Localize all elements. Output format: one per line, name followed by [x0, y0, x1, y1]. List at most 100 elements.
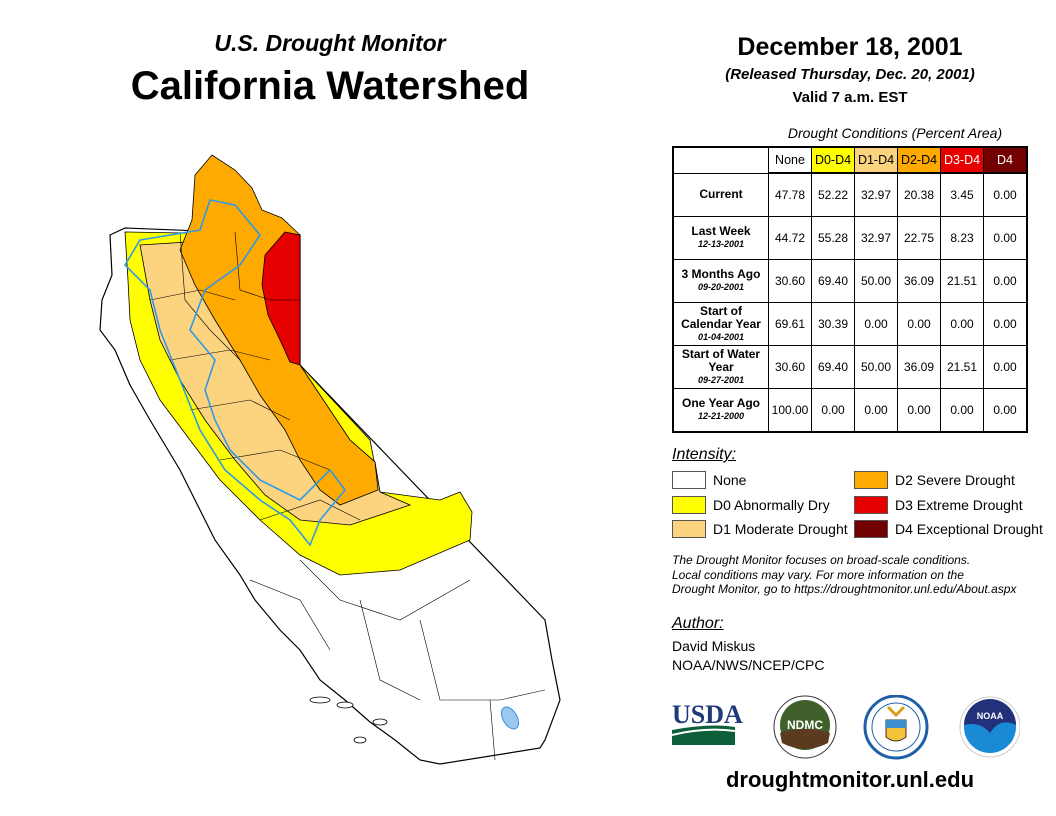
value-cell: 0.00	[983, 216, 1028, 260]
legend-item: D1 Moderate Drought	[672, 520, 848, 538]
row-date: 12-21-2000	[697, 411, 745, 421]
row-label-text: Last Week	[691, 224, 751, 238]
release-date: (Released Thursday, Dec. 20, 2001)	[725, 66, 975, 83]
note-line: The Drought Monitor focuses on broad-sca…	[672, 553, 971, 567]
row-label-text: Current	[699, 187, 743, 202]
value-cell: 0.00	[940, 388, 984, 433]
author-org: NOAA/NWS/NCEP/CPC	[672, 657, 825, 673]
value-cell: 30.39	[811, 302, 855, 346]
legend-label: D3 Extreme Drought	[895, 497, 1023, 513]
table-row: Start of Calendar Year 01-04-2001 69.61 30.…	[672, 302, 1028, 346]
svg-text:NOAA: NOAA	[977, 711, 1004, 721]
col-header: None	[768, 146, 812, 174]
row-label-text: One Year Ago	[681, 396, 761, 410]
agency-logos: USDA NDMC NOAA	[671, 695, 1020, 760]
col-header: D1-D4	[854, 146, 898, 174]
value-cell: 69.61	[768, 302, 812, 346]
value-cell: 30.60	[768, 259, 812, 303]
value-cell: 21.51	[940, 259, 984, 303]
legend-item: D3 Extreme Drought	[854, 496, 1023, 514]
row-date: 09-20-2001	[697, 282, 745, 292]
drought-conditions-table: None D0-D4 D1-D4 D2-D4 D3-D4 D4 Current 4…	[672, 146, 1028, 433]
legend-label: D4 Exceptional Drought	[895, 521, 1043, 537]
legend-item: D2 Severe Drought	[854, 471, 1015, 489]
commerce-seal-icon	[863, 695, 929, 760]
col-header: D2-D4	[897, 146, 941, 174]
map-subtitle: U.S. Drought Monitor	[214, 30, 446, 56]
valid-time: Valid 7 a.m. EST	[792, 89, 908, 106]
row-label: Start of Water Year 09-27-2001	[672, 345, 769, 389]
row-label: Current	[672, 172, 769, 217]
row-label: 3 Months Ago 09-20-2001	[672, 259, 769, 303]
value-cell: 69.40	[811, 345, 855, 389]
row-label: One Year Ago 12-21-2000	[672, 388, 769, 433]
map-title: California Watershed	[130, 64, 530, 108]
author-label: Author:	[672, 615, 724, 632]
col-header: D4	[983, 146, 1028, 174]
value-cell: 0.00	[854, 388, 898, 433]
legend-item: D0 Abnormally Dry	[672, 496, 830, 514]
noaa-logo-icon: NOAA	[959, 696, 1020, 758]
table-row: Start of Water Year 09-27-2001 30.60 69.40 5…	[672, 345, 1028, 389]
table-row: Last Week 12-13-2001 44.72 55.28 32.97 22.75 8…	[672, 216, 1028, 260]
value-cell: 47.78	[768, 172, 812, 217]
value-cell: 0.00	[983, 345, 1028, 389]
value-cell: 8.23	[940, 216, 984, 260]
legend-label: D2 Severe Drought	[895, 472, 1015, 488]
author-name: David Miskus	[672, 638, 756, 654]
legend-swatch	[854, 471, 888, 489]
value-cell: 55.28	[811, 216, 855, 260]
value-cell: 50.00	[854, 259, 898, 303]
value-cell: 0.00	[983, 302, 1028, 346]
row-date: 01-04-2001	[697, 331, 745, 342]
row-label: Start of Calendar Year 01-04-2001	[672, 302, 769, 346]
value-cell: 0.00	[983, 388, 1028, 433]
table-row: One Year Ago 12-21-2000 100.00 0.00 0.00 0.00…	[672, 388, 1028, 433]
legend-swatch	[672, 496, 706, 514]
value-cell: 0.00	[897, 388, 941, 433]
row-date: 12-13-2001	[697, 239, 745, 249]
corner-cell	[673, 147, 769, 173]
value-cell: 20.38	[897, 172, 941, 217]
value-cell: 0.00	[983, 172, 1028, 217]
col-header: D0-D4	[811, 146, 855, 174]
value-cell: 0.00	[854, 302, 898, 346]
legend-item: None	[672, 471, 746, 489]
legend-swatch	[672, 471, 706, 489]
watershed-boundary	[123, 199, 347, 547]
value-cell: 0.00	[811, 388, 855, 433]
value-cell: 50.00	[854, 345, 898, 389]
value-cell: 36.09	[897, 259, 941, 303]
svg-text:USDA: USDA	[672, 700, 743, 729]
note-line: Drought Monitor, go to https://droughtmo…	[672, 582, 1017, 596]
value-cell: 44.72	[768, 216, 812, 260]
value-cell: 69.40	[811, 259, 855, 303]
row-label-text: Start of Calendar Year	[681, 303, 761, 331]
value-cell: 21.51	[940, 345, 984, 389]
row-label-text: 3 Months Ago	[681, 267, 761, 281]
usda-logo-icon: USDA	[671, 700, 743, 745]
table-row: Current 47.78 52.22 32.97 20.38 3.45 0.00	[672, 172, 1028, 217]
value-cell: 22.75	[897, 216, 941, 260]
table-caption: Drought Conditions (Percent Area)	[787, 125, 1003, 141]
d3-area	[261, 231, 301, 366]
value-cell: 0.00	[897, 302, 941, 346]
value-cell: 100.00	[768, 388, 812, 433]
row-date: 09-27-2001	[697, 374, 745, 385]
salton-sea	[500, 706, 520, 730]
row-label: Last Week 12-13-2001	[672, 216, 769, 260]
value-cell: 3.45	[940, 172, 984, 217]
disclaimer-note: The Drought Monitor focuses on broad-sca…	[672, 553, 1016, 597]
row-label-text: Start of Water Year	[681, 346, 761, 374]
website-url[interactable]: droughtmonitor.unl.edu	[725, 767, 975, 792]
california-watershed-map	[99, 154, 561, 765]
map-date: December 18, 2001	[737, 33, 963, 61]
col-header: D3-D4	[940, 146, 984, 174]
ndmc-logo-icon: NDMC	[773, 695, 837, 759]
note-line: Local conditions may vary. For more info…	[672, 567, 964, 582]
legend-title: Intensity:	[672, 446, 737, 463]
legend-swatch	[672, 520, 706, 538]
value-cell: 52.22	[811, 172, 855, 217]
value-cell: 30.60	[768, 345, 812, 389]
